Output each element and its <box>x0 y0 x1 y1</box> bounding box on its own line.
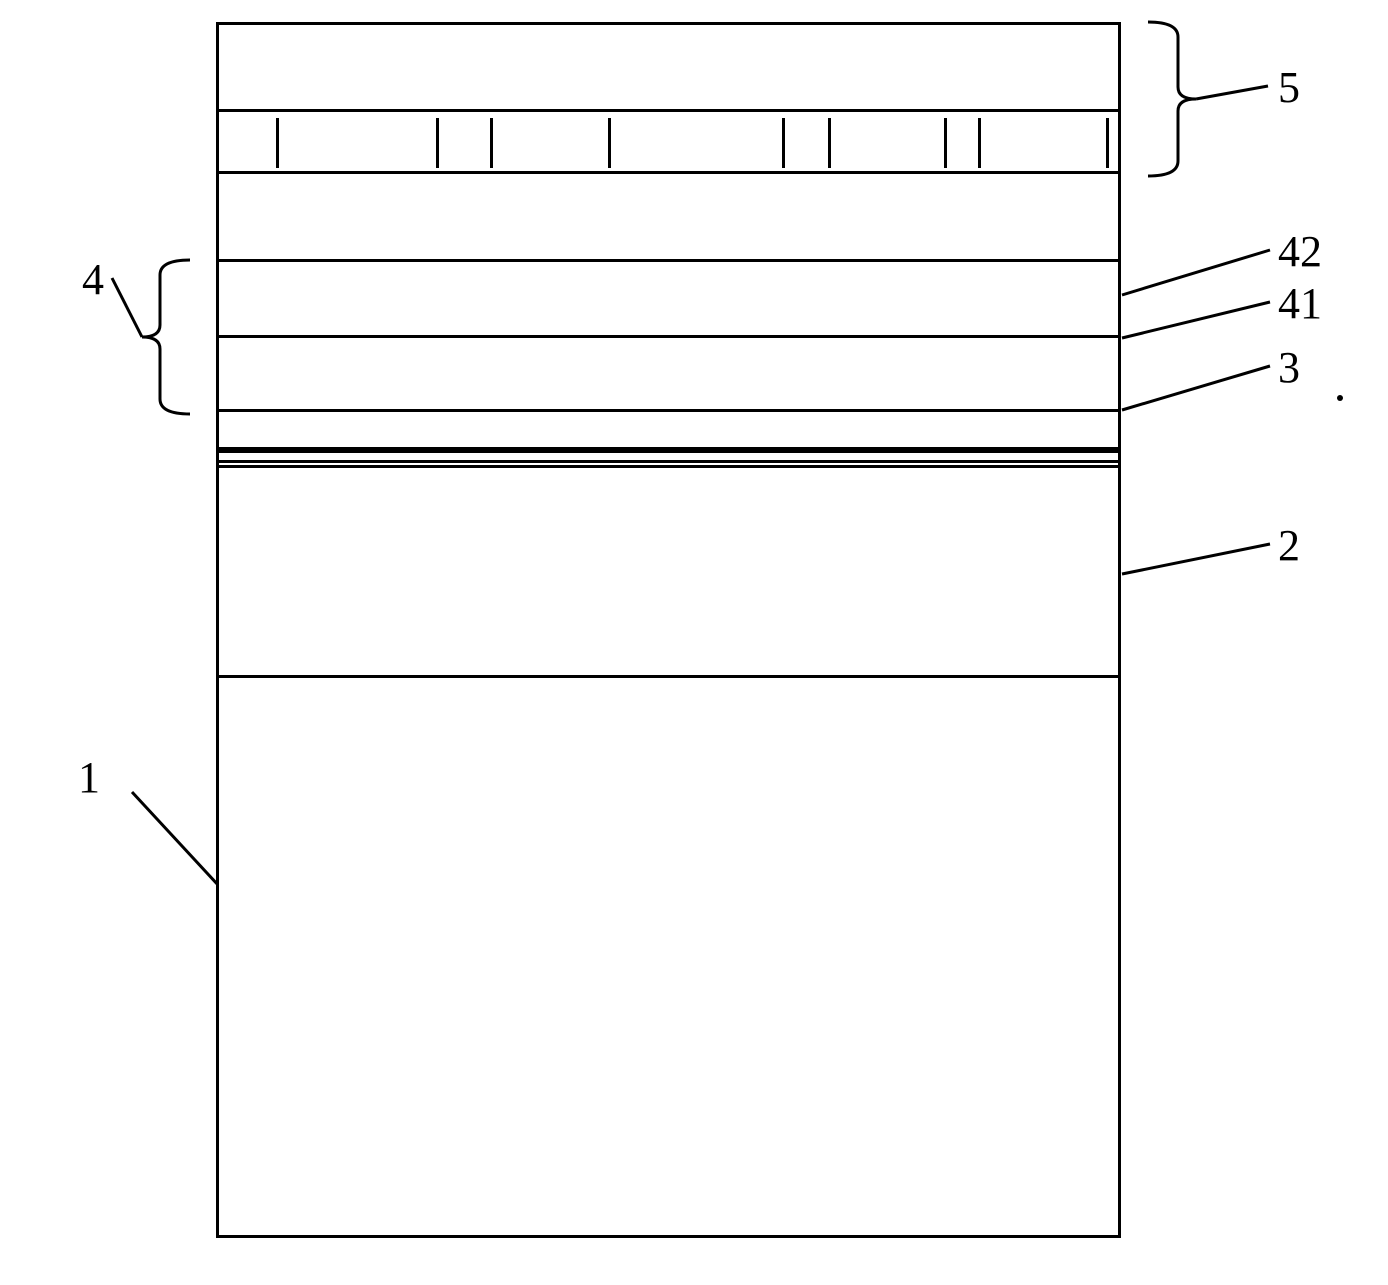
segment-divider <box>436 118 439 168</box>
diagram-root: 542413241 <box>0 0 1388 1285</box>
layer-layer-41 <box>216 338 1121 412</box>
label-l5: 5 <box>1278 62 1300 113</box>
segment-divider <box>276 118 279 168</box>
dot-2 <box>1337 395 1343 401</box>
label-l2: 2 <box>1278 520 1300 571</box>
segment-divider <box>828 118 831 168</box>
thin-separator <box>216 450 1121 453</box>
leader-5 <box>1196 86 1268 99</box>
layer-segment-layer <box>216 112 1121 174</box>
layer-layer-below-segments <box>216 174 1121 262</box>
leader-to_41 <box>1122 302 1270 338</box>
label-l41: 41 <box>1278 278 1322 329</box>
layer-layer-3 <box>216 412 1121 450</box>
segment-divider <box>1106 118 1109 168</box>
segment-divider <box>782 118 785 168</box>
thin-separator <box>216 460 1121 463</box>
layer-layer-1 <box>216 678 1121 1238</box>
bracket-4 <box>142 260 190 414</box>
segment-divider <box>608 118 611 168</box>
leader-4 <box>112 278 142 337</box>
segment-divider <box>944 118 947 168</box>
leader-to_42 <box>1122 250 1270 295</box>
layer-top-cap <box>216 22 1121 112</box>
label-l4: 4 <box>82 254 104 305</box>
layer-layer-2 <box>216 468 1121 678</box>
segment-divider <box>490 118 493 168</box>
label-l1: 1 <box>78 752 100 803</box>
label-l3: 3 <box>1278 342 1300 393</box>
leader-to_2 <box>1122 544 1270 574</box>
leader-to_3 <box>1122 366 1270 410</box>
segment-divider <box>978 118 981 168</box>
layer-layer-42 <box>216 262 1121 338</box>
label-l42: 42 <box>1278 226 1322 277</box>
bracket-5 <box>1148 22 1196 176</box>
